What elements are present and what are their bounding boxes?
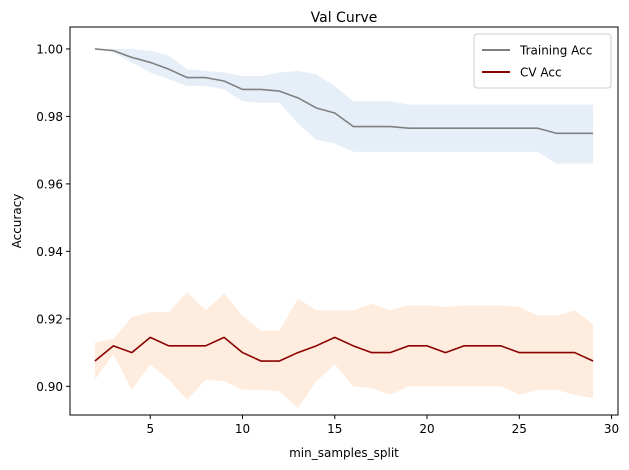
legend-label-cv-acc: CV Acc [520,66,562,80]
band-training-acc [94,48,594,164]
legend-label-training-acc: Training Acc [519,44,592,58]
x-axis-ticks: 5 10 15 20 25 30 [146,415,619,436]
chart-title: Val Curve [311,10,378,26]
x-tick-label: 5 [146,422,154,436]
x-tick-label: 25 [512,422,527,436]
y-tick-label: 0.96 [36,177,63,191]
y-tick-label: 1.00 [36,42,63,56]
y-tick-label: 0.98 [36,110,63,124]
legend-box [473,33,612,89]
x-axis-label: min_samples_split [289,446,399,460]
line-cv-acc [94,336,594,362]
series-lines [94,48,594,362]
line-training-acc [94,48,594,135]
y-axis-label: Accuracy [10,194,24,249]
y-tick-label: 0.94 [36,245,63,259]
y-tick-label: 0.90 [36,380,63,394]
confidence-bands [94,48,594,409]
legend: Training Acc CV Acc [473,33,612,89]
x-tick-label: 20 [419,422,434,436]
x-tick-label: 10 [235,422,250,436]
plot-frame [69,26,619,416]
x-tick-label: 30 [604,422,619,436]
y-tick-label: 0.92 [36,312,63,326]
x-tick-label: 15 [327,422,342,436]
y-axis-ticks: 0.90 0.92 0.94 0.96 0.98 1.00 [36,42,70,394]
band-cv-acc [94,291,594,409]
